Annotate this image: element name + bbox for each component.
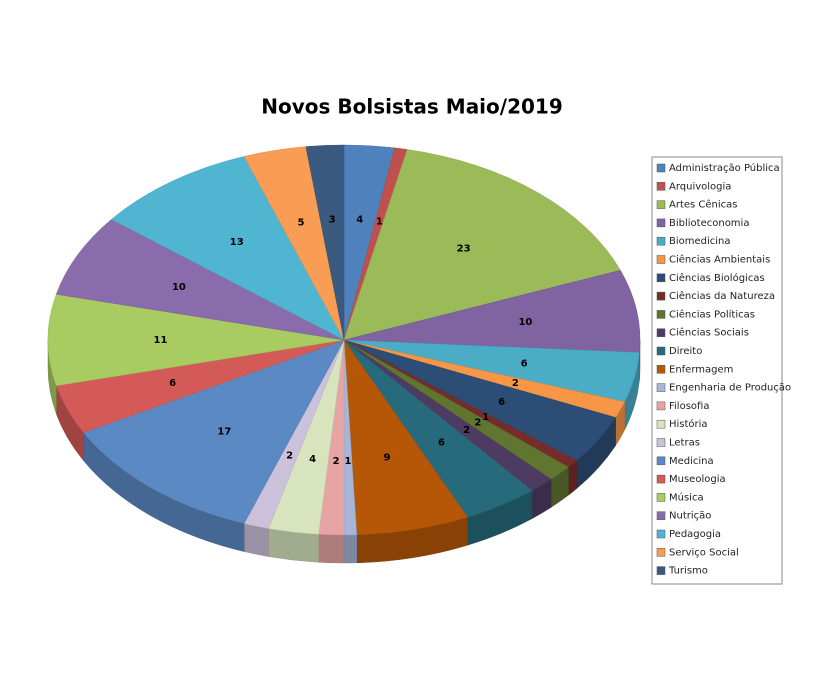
legend-label: Enfermagem xyxy=(669,364,733,375)
value-label: 2 xyxy=(286,450,293,461)
legend-label: História xyxy=(669,418,708,430)
value-label: 1 xyxy=(482,412,489,423)
legend-swatch xyxy=(656,529,666,539)
legend-label: Administração Pública xyxy=(669,162,780,174)
legend-swatch xyxy=(656,310,666,319)
slice xyxy=(47,293,345,387)
legend-label: Direito xyxy=(669,346,702,357)
legend-label: Nutrição xyxy=(669,511,711,522)
legend-label: Pedagogia xyxy=(669,529,721,540)
value-label: 23 xyxy=(457,243,471,254)
legend-label: Turismo xyxy=(668,566,708,577)
legend-swatch xyxy=(656,346,666,356)
value-label: 6 xyxy=(498,397,505,408)
legend-label: Ciências Biológicas xyxy=(669,272,765,284)
value-label: 3 xyxy=(329,214,336,225)
legend-label: Ciências Sociais xyxy=(669,327,749,339)
slice-side xyxy=(343,534,357,564)
value-label: 4 xyxy=(356,215,363,226)
slice xyxy=(83,339,345,524)
legend-swatch xyxy=(656,511,666,520)
legend-label: Ciências Ambientais xyxy=(669,254,770,266)
value-label: 1 xyxy=(376,216,383,227)
legend-label: Ciências da Natureza xyxy=(669,290,775,302)
slice xyxy=(343,269,641,353)
legend-swatch xyxy=(656,255,666,264)
legend-swatch xyxy=(656,365,666,374)
value-label: 4 xyxy=(309,454,316,465)
legend-label: Letras xyxy=(669,438,700,449)
legend-swatch xyxy=(656,218,666,228)
legend-swatch xyxy=(656,182,666,191)
legend-label: Música xyxy=(669,491,704,503)
value-label: 2 xyxy=(463,425,470,436)
value-label: 10 xyxy=(172,282,186,293)
legend-label: Artes Cênicas xyxy=(669,199,738,211)
slice xyxy=(110,156,345,341)
legend-label: Biomedicina xyxy=(669,236,731,247)
legend-swatch xyxy=(656,419,666,429)
legend-label: Medicina xyxy=(669,456,714,467)
legend-swatch xyxy=(656,401,666,411)
legend-label: Engenharia de Produção xyxy=(669,383,791,394)
slice xyxy=(343,149,621,341)
legend-swatch xyxy=(656,273,666,283)
value-label: 1 xyxy=(344,456,351,467)
legend-label: Arquivologia xyxy=(669,181,731,192)
value-label: 17 xyxy=(217,427,231,438)
legend-swatch xyxy=(656,236,666,246)
value-label: 13 xyxy=(230,237,244,248)
legend-swatch xyxy=(656,566,666,575)
legend-swatch xyxy=(656,493,666,502)
legend-swatch xyxy=(656,548,666,557)
legend-swatch xyxy=(656,291,666,301)
legend-swatch xyxy=(656,438,666,447)
legend-box xyxy=(651,156,783,585)
value-label: 6 xyxy=(169,378,176,389)
legend-label: Serviço Social xyxy=(669,547,739,558)
value-label: 6 xyxy=(438,437,445,448)
legend-swatch xyxy=(656,163,666,173)
value-label: 10 xyxy=(518,317,532,328)
chart-title: Novos Bolsistas Maio/2019 xyxy=(261,95,563,119)
legend-swatch xyxy=(656,456,666,466)
slice-side xyxy=(243,523,269,557)
legend-swatch xyxy=(656,328,666,337)
value-label: 2 xyxy=(474,418,481,429)
value-label: 2 xyxy=(512,378,519,389)
legend-swatch xyxy=(656,474,666,484)
slice xyxy=(55,219,345,341)
legend-label: Museologia xyxy=(669,474,726,485)
slice xyxy=(305,144,345,341)
legend-swatch xyxy=(656,383,666,392)
legend-swatch xyxy=(656,200,666,209)
legend-label: Filosofia xyxy=(669,401,709,412)
value-label: 11 xyxy=(154,335,168,346)
value-label: 2 xyxy=(333,456,340,467)
value-label: 9 xyxy=(384,453,391,464)
value-label: 5 xyxy=(297,217,304,228)
legend-label: Ciências Políticas xyxy=(669,308,755,320)
value-label: 6 xyxy=(521,358,528,369)
slice-side xyxy=(318,534,345,564)
legend-label: Biblioteconomia xyxy=(669,218,749,229)
